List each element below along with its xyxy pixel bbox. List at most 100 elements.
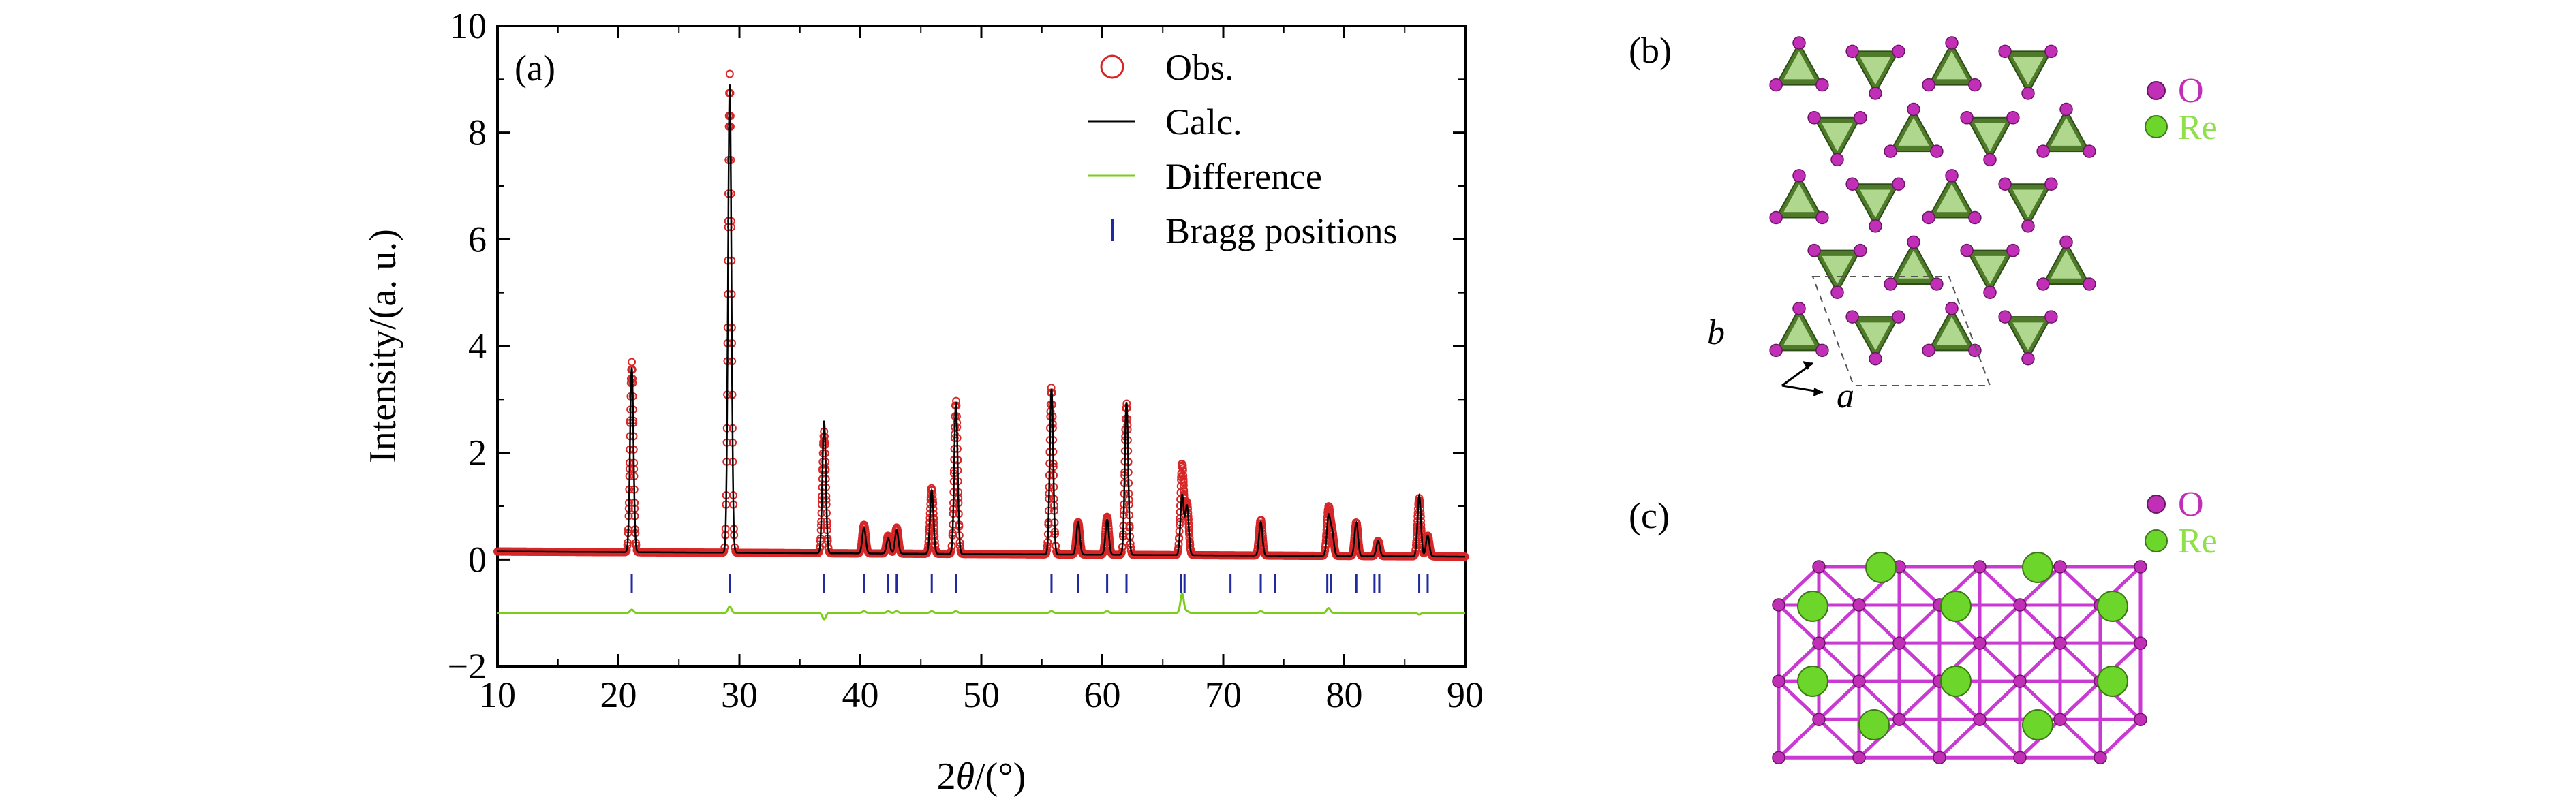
- o-o-bond: [1777, 604, 1820, 644]
- oxygen-atom: [1854, 111, 1867, 125]
- oxygen-atom: [1845, 177, 1859, 191]
- obs-point: [1179, 478, 1188, 486]
- polyhedron-face: [1974, 123, 2006, 152]
- legend-bragg-label: Bragg positions: [1165, 210, 1398, 251]
- polyhedron-face: [1822, 123, 1853, 152]
- o-o-bond: [1978, 604, 2021, 644]
- x-tick-label: 20: [600, 674, 637, 715]
- oxygen-atom: [1945, 36, 1959, 50]
- x-tick-label: 90: [1447, 674, 1484, 715]
- o-o-bond: [2059, 718, 2102, 760]
- oxygen-atom: [1852, 751, 1866, 764]
- oxygen-atom: [2021, 219, 2035, 233]
- polyhedron-face: [2012, 57, 2044, 85]
- polyhedron-face: [1822, 255, 1853, 284]
- oxygen-atom: [2083, 277, 2096, 291]
- axis-ticks: 10 20 30 40 50 60 70 80 90 −2 0 2 4 6 8 10: [448, 5, 1484, 715]
- oxygen-atom: [1998, 44, 2012, 59]
- polyhedron-face: [1783, 184, 1815, 213]
- obs-point: [1178, 464, 1187, 473]
- oxygen-atom: [2053, 560, 2067, 574]
- polyhedron-face: [1783, 317, 1815, 345]
- oxygen-atom: [1772, 598, 1785, 612]
- oxygen-atom: [2134, 560, 2147, 574]
- oxygen-atom: [2059, 102, 2073, 116]
- oxygen-atom: [2134, 713, 2147, 726]
- polyhedron-face: [1974, 255, 2006, 284]
- oxygen-atom: [1869, 219, 1882, 233]
- o-o-bond: [1898, 680, 1941, 721]
- oxygen-atom: [1945, 302, 1959, 315]
- oxygen-atom: [1845, 44, 1859, 59]
- y-tick-label: −2: [448, 646, 487, 687]
- oxygen-atom: [1772, 674, 1785, 688]
- y-tick-label: 8: [468, 112, 487, 153]
- rhenium-atom: [2097, 591, 2128, 622]
- legend-b-o-label: O: [2178, 72, 2204, 110]
- x-tick-label: 70: [1205, 674, 1242, 715]
- oxygen-atom: [1973, 560, 1987, 574]
- plot-frame: [496, 25, 1467, 668]
- oxygen-atom: [2134, 636, 2147, 650]
- y-tick-label: 2: [468, 433, 487, 473]
- oxygen-atom: [2021, 352, 2035, 366]
- o-o-bond: [1898, 565, 1941, 606]
- obs-series: [493, 69, 1469, 561]
- o-o-bond: [2019, 680, 2061, 721]
- panel-label-b: (b): [1629, 30, 1672, 71]
- o-o-bond: [1777, 565, 1820, 606]
- legend-calc-label: Calc.: [1165, 102, 1242, 142]
- o-o-bond: [1978, 565, 2021, 606]
- data-series: [493, 69, 1469, 621]
- o-o-bond: [1898, 718, 1941, 760]
- oxygen-atom: [1854, 243, 1867, 257]
- oxygen-atom: [1892, 310, 1905, 324]
- oxygen-atom: [1973, 713, 1987, 726]
- o-o-bond: [2059, 680, 2102, 721]
- oxygen-atom: [1772, 751, 1785, 764]
- y-tick-label: 4: [468, 326, 487, 366]
- axis-arrows: b a: [1707, 313, 1854, 416]
- x-tick-label: 50: [963, 674, 1000, 715]
- rhenium-atom: [1797, 666, 1828, 697]
- o-o-bond: [2099, 718, 2142, 760]
- rhenium-atom: [1797, 591, 1828, 622]
- oxygen-atom: [1852, 674, 1866, 688]
- polyhedron-face: [1860, 189, 1891, 218]
- y-tick-label: 0: [468, 539, 487, 580]
- oxygen-atom: [1983, 153, 1997, 167]
- oxygen-atom: [1892, 44, 1905, 59]
- rhenium-atom: [1940, 591, 1972, 622]
- axis-a-label: a: [1837, 377, 1854, 416]
- axis-b-label: b: [1707, 313, 1725, 352]
- rhenium-icon: [2145, 529, 2168, 552]
- y-tick-label: 10: [450, 5, 487, 46]
- oxygen-atom: [1815, 343, 1829, 358]
- o-o-bond: [2059, 642, 2102, 683]
- oxygen-atom: [1769, 78, 1783, 92]
- oxygen-lattice: [1772, 552, 2147, 764]
- oxygen-atom: [1892, 713, 1906, 726]
- legend-c: O Re: [2145, 485, 2218, 561]
- oxygen-atom: [1830, 285, 1844, 300]
- polyhedra-network: [1769, 36, 2096, 366]
- legend-obs-marker: [1100, 54, 1124, 79]
- obs-point: [725, 69, 734, 78]
- o-o-bond: [2019, 565, 2061, 606]
- polyhedron-face: [1783, 51, 1815, 80]
- oxygen-atom: [2083, 144, 2096, 158]
- o-o-bond: [1818, 565, 1860, 606]
- rhenium-atom: [2097, 666, 2128, 697]
- panel-label-a: (a): [515, 48, 555, 89]
- o-o-bond: [1818, 642, 1860, 683]
- oxygen-atom: [2021, 87, 2035, 100]
- oxygen-atom: [1884, 144, 1897, 158]
- legend-c-o-label: O: [2178, 485, 2204, 524]
- oxygen-atom: [2044, 310, 2058, 324]
- oxygen-atom: [1845, 310, 1859, 324]
- oxygen-atom: [1830, 153, 1844, 167]
- x-axis-label: 2θ/(°): [937, 755, 1026, 798]
- oxygen-atom: [1892, 636, 1906, 650]
- oxygen-atom: [1930, 144, 1944, 158]
